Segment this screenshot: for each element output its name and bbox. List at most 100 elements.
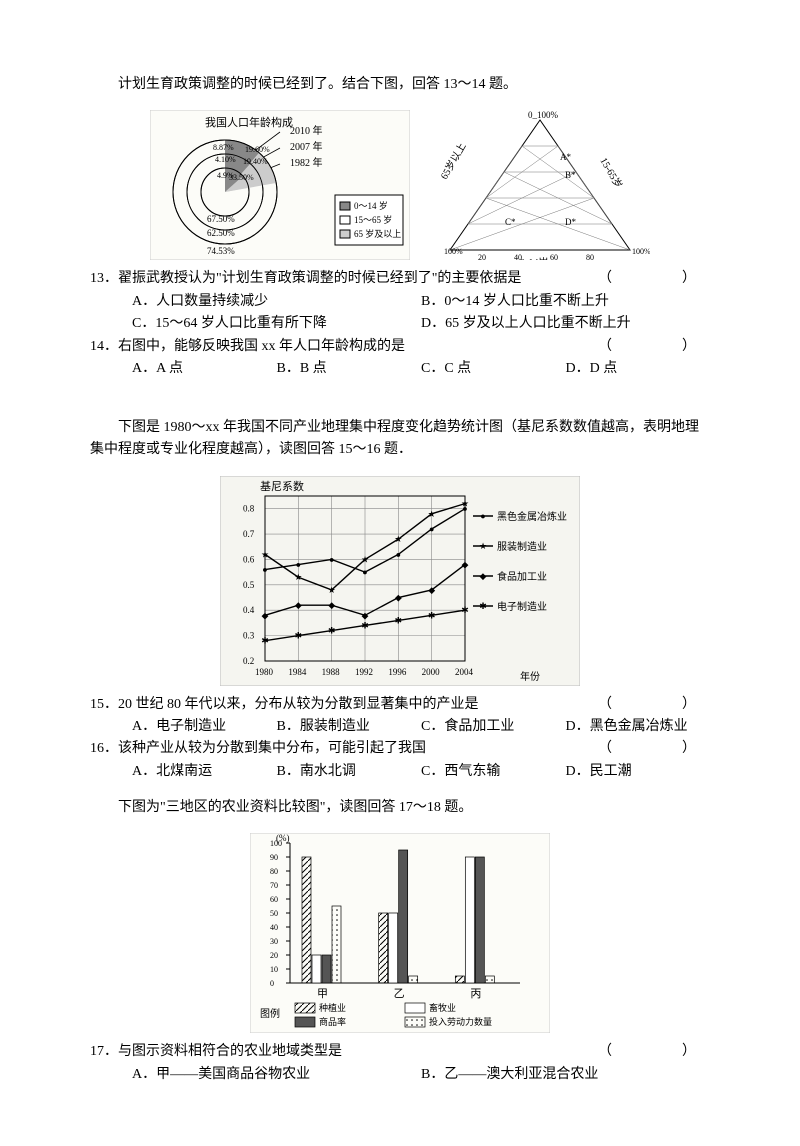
svg-text:✱: ✱ bbox=[479, 601, 487, 611]
q14-opt-c[interactable]: C．C 点 bbox=[421, 358, 566, 380]
q17-num: 17． bbox=[90, 1041, 118, 1063]
q17-options: A．甲——美国商品谷物农业 B．乙——澳大利亚混合农业 bbox=[90, 1064, 710, 1086]
pie-pct-8: 74.53% bbox=[207, 246, 235, 256]
svg-text:0: 0 bbox=[270, 979, 274, 988]
q16-opt-d[interactable]: D．民工潮 bbox=[566, 761, 711, 783]
pie-pct-1: 19.60% bbox=[245, 145, 270, 154]
svg-text:0.4: 0.4 bbox=[243, 605, 255, 615]
svg-text:◆: ◆ bbox=[262, 610, 269, 620]
svg-text:1992: 1992 bbox=[355, 667, 373, 677]
svg-text:(%): (%) bbox=[276, 833, 290, 843]
pie-pct-0: 8.87% bbox=[213, 143, 234, 152]
pie-title: 我国人口年龄构成 bbox=[205, 115, 293, 129]
svg-text:70: 70 bbox=[270, 881, 278, 890]
svg-text:◆: ◆ bbox=[428, 584, 435, 594]
q15: 15． 20 世纪 80 年代以来，分布从较为分散到显著集中的产业是 （ ） bbox=[90, 694, 710, 716]
svg-text:●: ● bbox=[329, 554, 334, 564]
figure-row-13-14: 我国人口年龄构成 2010 年 2007 年 1982 年 8.87% 19.6… bbox=[90, 110, 710, 260]
tern-tick-b2: 60 bbox=[550, 253, 558, 260]
agri-bar-chart: 0102030405060708090100(%)甲乙丙图例种植业畜牧业商品率投… bbox=[250, 833, 550, 1033]
q13-paren: （ ） bbox=[578, 268, 710, 290]
svg-text:◆: ◆ bbox=[295, 600, 302, 610]
svg-text:★: ★ bbox=[461, 498, 469, 508]
gini-line-chart: 基尼系数 0.20.30.40.50.60.70.819801984198819… bbox=[220, 476, 580, 686]
svg-text:◆: ◆ bbox=[362, 610, 369, 620]
q17-opt-b[interactable]: B．乙——澳大利亚混合农业 bbox=[421, 1064, 710, 1086]
q14-opt-b[interactable]: B．B 点 bbox=[277, 358, 422, 380]
svg-text:2004: 2004 bbox=[455, 667, 474, 677]
q16-paren: （ ） bbox=[578, 738, 710, 760]
svg-text:★: ★ bbox=[261, 549, 269, 559]
svg-text:0.5: 0.5 bbox=[243, 579, 255, 589]
pie-year-1982: 1982 年 bbox=[290, 156, 323, 169]
q15-opt-c[interactable]: C．食品加工业 bbox=[421, 716, 566, 738]
svg-text:2000: 2000 bbox=[422, 667, 441, 677]
svg-text:30: 30 bbox=[270, 937, 278, 946]
q14-opt-d[interactable]: D．D 点 bbox=[566, 358, 711, 380]
svg-text:★: ★ bbox=[479, 541, 487, 551]
svg-text:0.7: 0.7 bbox=[243, 529, 255, 539]
q16: 16． 该种产业从较为分散到集中分布，可能引起了我国 （ ） bbox=[90, 738, 710, 760]
svg-text:●: ● bbox=[362, 567, 367, 577]
svg-text:●: ● bbox=[296, 559, 301, 569]
svg-text:0.8: 0.8 bbox=[243, 503, 255, 513]
q15-opt-b[interactable]: B．服装制造业 bbox=[277, 716, 422, 738]
q15-opt-d[interactable]: D．黑色金属冶炼业 bbox=[566, 716, 711, 738]
intro-17-18: 下图为"三地区的农业资料比较图"，读图回答 17～18 题。 bbox=[90, 797, 710, 819]
tern-pt-B: B* bbox=[565, 170, 576, 180]
pie-pct-5: 33.50% bbox=[229, 173, 254, 182]
svg-text:1988: 1988 bbox=[322, 667, 341, 677]
pie-pct-2: 4.10% bbox=[215, 155, 236, 164]
pie-pct-6: 67.50% bbox=[207, 214, 235, 224]
q17-opt-a[interactable]: A．甲——美国商品谷物农业 bbox=[132, 1064, 421, 1086]
q13-opt-a[interactable]: A．人口数量持续减少 bbox=[132, 291, 421, 313]
svg-text:食品加工业: 食品加工业 bbox=[497, 570, 547, 583]
svg-text:0.3: 0.3 bbox=[243, 630, 255, 640]
svg-text:✱: ✱ bbox=[428, 610, 436, 620]
q14: 14． 右图中，能够反映我国 xx 年人口年龄构成的是 （ ） bbox=[90, 336, 710, 358]
svg-text:◆: ◆ bbox=[395, 592, 402, 602]
svg-text:甲: 甲 bbox=[317, 988, 328, 1000]
svg-text:投入劳动力数量: 投入劳动力数量 bbox=[429, 1016, 492, 1027]
q15-num: 15． bbox=[90, 694, 118, 716]
tern-tick-b0: 20 bbox=[478, 253, 486, 260]
tern-tick-b3: 80 bbox=[586, 253, 594, 260]
pie-year-2007: 2007 年 bbox=[290, 140, 323, 153]
q15-text: 20 世纪 80 年代以来，分布从较为分散到显著集中的产业是 bbox=[118, 694, 578, 716]
q13-opt-c[interactable]: C．15～64 岁人口比重有所下降 bbox=[132, 313, 421, 335]
q14-opt-a[interactable]: A．A 点 bbox=[132, 358, 277, 380]
svg-text:种植业: 种植业 bbox=[319, 1002, 346, 1013]
svg-text:乙: 乙 bbox=[394, 987, 405, 1000]
svg-text:●: ● bbox=[396, 549, 401, 559]
svg-text:0.2: 0.2 bbox=[243, 656, 254, 666]
q15-opt-a[interactable]: A．电子制造业 bbox=[132, 716, 277, 738]
q16-text: 该种产业从较为分散到集中分布，可能引起了我国 bbox=[118, 738, 578, 760]
q13-opt-d[interactable]: D．65 岁及以上人口比重不断上升 bbox=[421, 313, 710, 335]
q16-num: 16． bbox=[90, 738, 118, 760]
svg-text:电子制造业: 电子制造业 bbox=[497, 600, 547, 613]
svg-text:★: ★ bbox=[361, 554, 369, 564]
svg-text:丙: 丙 bbox=[470, 988, 481, 1000]
tern-tick-b1: 40 bbox=[514, 253, 522, 260]
q13: 13． 翟振武教授认为"计划生育政策调整的时候已经到了"的主要依据是 （ ） bbox=[90, 268, 710, 290]
tern-bottom-axis: 0-14岁 bbox=[520, 256, 548, 260]
pie-pct-3: 19.40% bbox=[243, 157, 268, 166]
q14-text: 右图中，能够反映我国 xx 年人口年龄构成的是 bbox=[118, 336, 578, 358]
pie-legend-2: 65 岁及以上 bbox=[354, 228, 401, 239]
q17-paren: （ ） bbox=[578, 1041, 710, 1063]
intro-13-14: 计划生育政策调整的时候已经到了。结合下图，回答 13～14 题。 bbox=[90, 74, 710, 96]
svg-text:1980: 1980 bbox=[255, 667, 274, 677]
q16-opt-b[interactable]: B．南水北调 bbox=[277, 761, 422, 783]
q16-opt-c[interactable]: C．西气东输 bbox=[421, 761, 566, 783]
svg-text:●: ● bbox=[480, 511, 485, 521]
pie-legend-0: 0～14 岁 bbox=[354, 200, 388, 211]
q14-options: A．A 点 B．B 点 C．C 点 D．D 点 bbox=[90, 358, 710, 380]
q15-paren: （ ） bbox=[578, 694, 710, 716]
q13-opt-b[interactable]: B．0～14 岁人口比重不断上升 bbox=[421, 291, 710, 313]
intro-15-16: 下图是 1980～xx 年我国不同产业地理集中程度变化趋势统计图（基尼系数数值越… bbox=[90, 417, 710, 462]
svg-text:◆: ◆ bbox=[328, 600, 335, 610]
q13-options: A．人口数量持续减少 B．0～14 岁人口比重不断上升 C．15～64 岁人口比… bbox=[90, 291, 710, 336]
svg-text:✱: ✱ bbox=[361, 620, 369, 630]
q16-opt-a[interactable]: A．北煤南运 bbox=[132, 761, 277, 783]
svg-text:黑色金属冶炼业: 黑色金属冶炼业 bbox=[497, 510, 567, 523]
